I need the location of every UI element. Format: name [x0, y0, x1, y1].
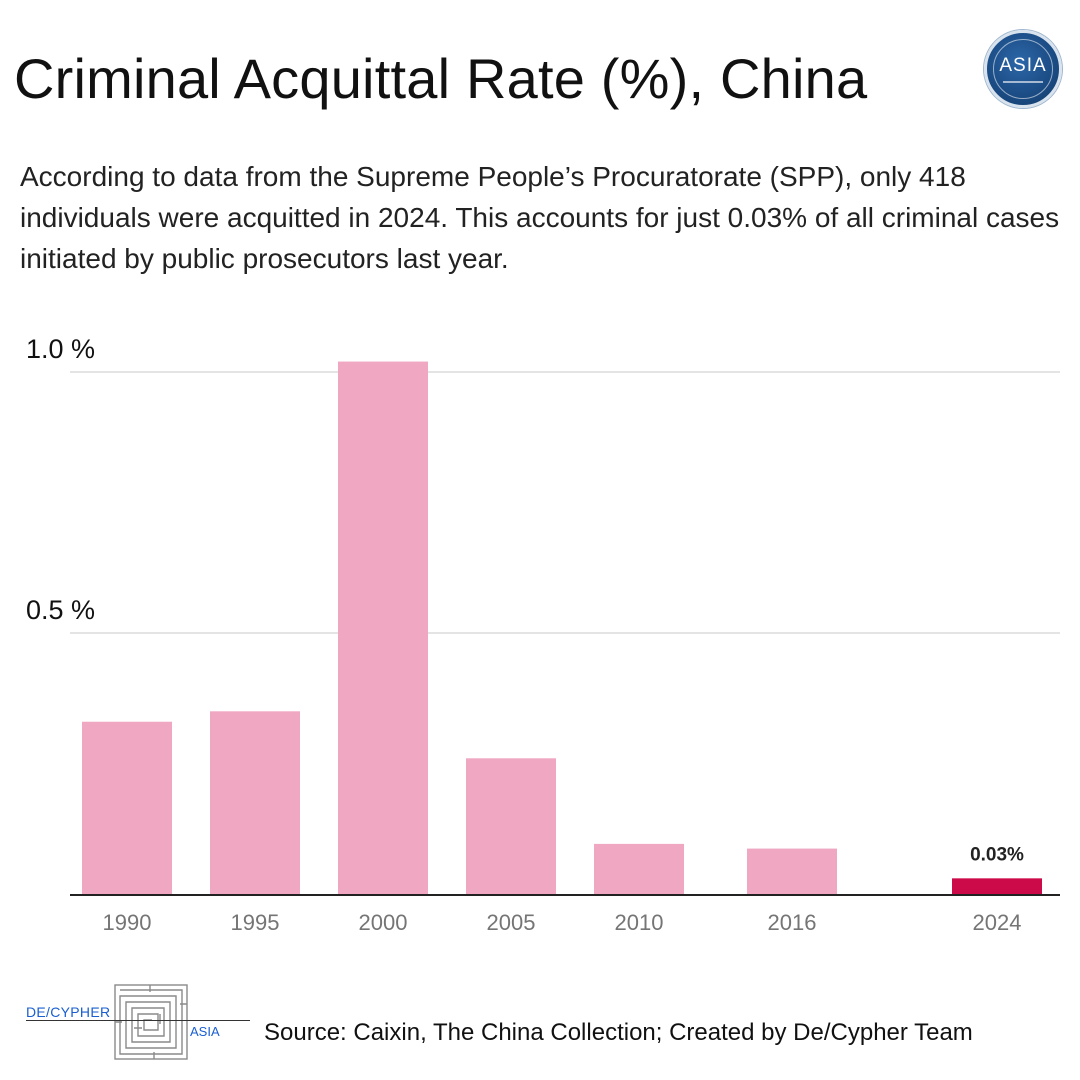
chart-description: According to data from the Supreme Peopl… — [20, 161, 1060, 274]
x-tick-label-2024: 2024 — [973, 910, 1022, 935]
x-tick-label-2010: 2010 — [615, 910, 664, 935]
asia-logo-badge: ASIA — [984, 30, 1062, 108]
logo-text: ASIA — [999, 55, 1047, 76]
logo-ring — [993, 39, 1053, 99]
brand-suffix: ASIA — [190, 1024, 220, 1039]
brand-name: DE/CYPHER — [26, 1004, 111, 1020]
maze-logo-icon — [114, 984, 188, 1060]
bar-2016 — [747, 848, 837, 894]
x-tick-label-1990: 1990 — [103, 910, 152, 935]
bar-1995 — [210, 711, 300, 894]
bar-2005 — [466, 758, 556, 894]
bar-2024 — [952, 878, 1042, 894]
data-label-2024: 0.03% — [970, 844, 1024, 865]
decypher-brand-logo: DE/CYPHER ASIA — [26, 984, 252, 1064]
x-tick-label-2016: 2016 — [768, 910, 817, 935]
brand-divider — [26, 1020, 250, 1021]
source-note: Source: Caixin, The China Collection; Cr… — [264, 1019, 973, 1046]
y-tick-label: 0.5 % — [26, 595, 95, 625]
x-tick-label-2005: 2005 — [487, 910, 536, 935]
bar-1990 — [82, 721, 172, 894]
x-tick-label-1995: 1995 — [231, 910, 280, 935]
y-tick-label: 1.0 % — [26, 334, 95, 364]
bar-2000 — [338, 361, 428, 894]
page-title: Criminal Acquittal Rate (%), China — [14, 47, 868, 110]
x-tick-label-2000: 2000 — [359, 910, 408, 935]
bar-2010 — [594, 843, 684, 894]
logo-underline — [1003, 81, 1043, 83]
